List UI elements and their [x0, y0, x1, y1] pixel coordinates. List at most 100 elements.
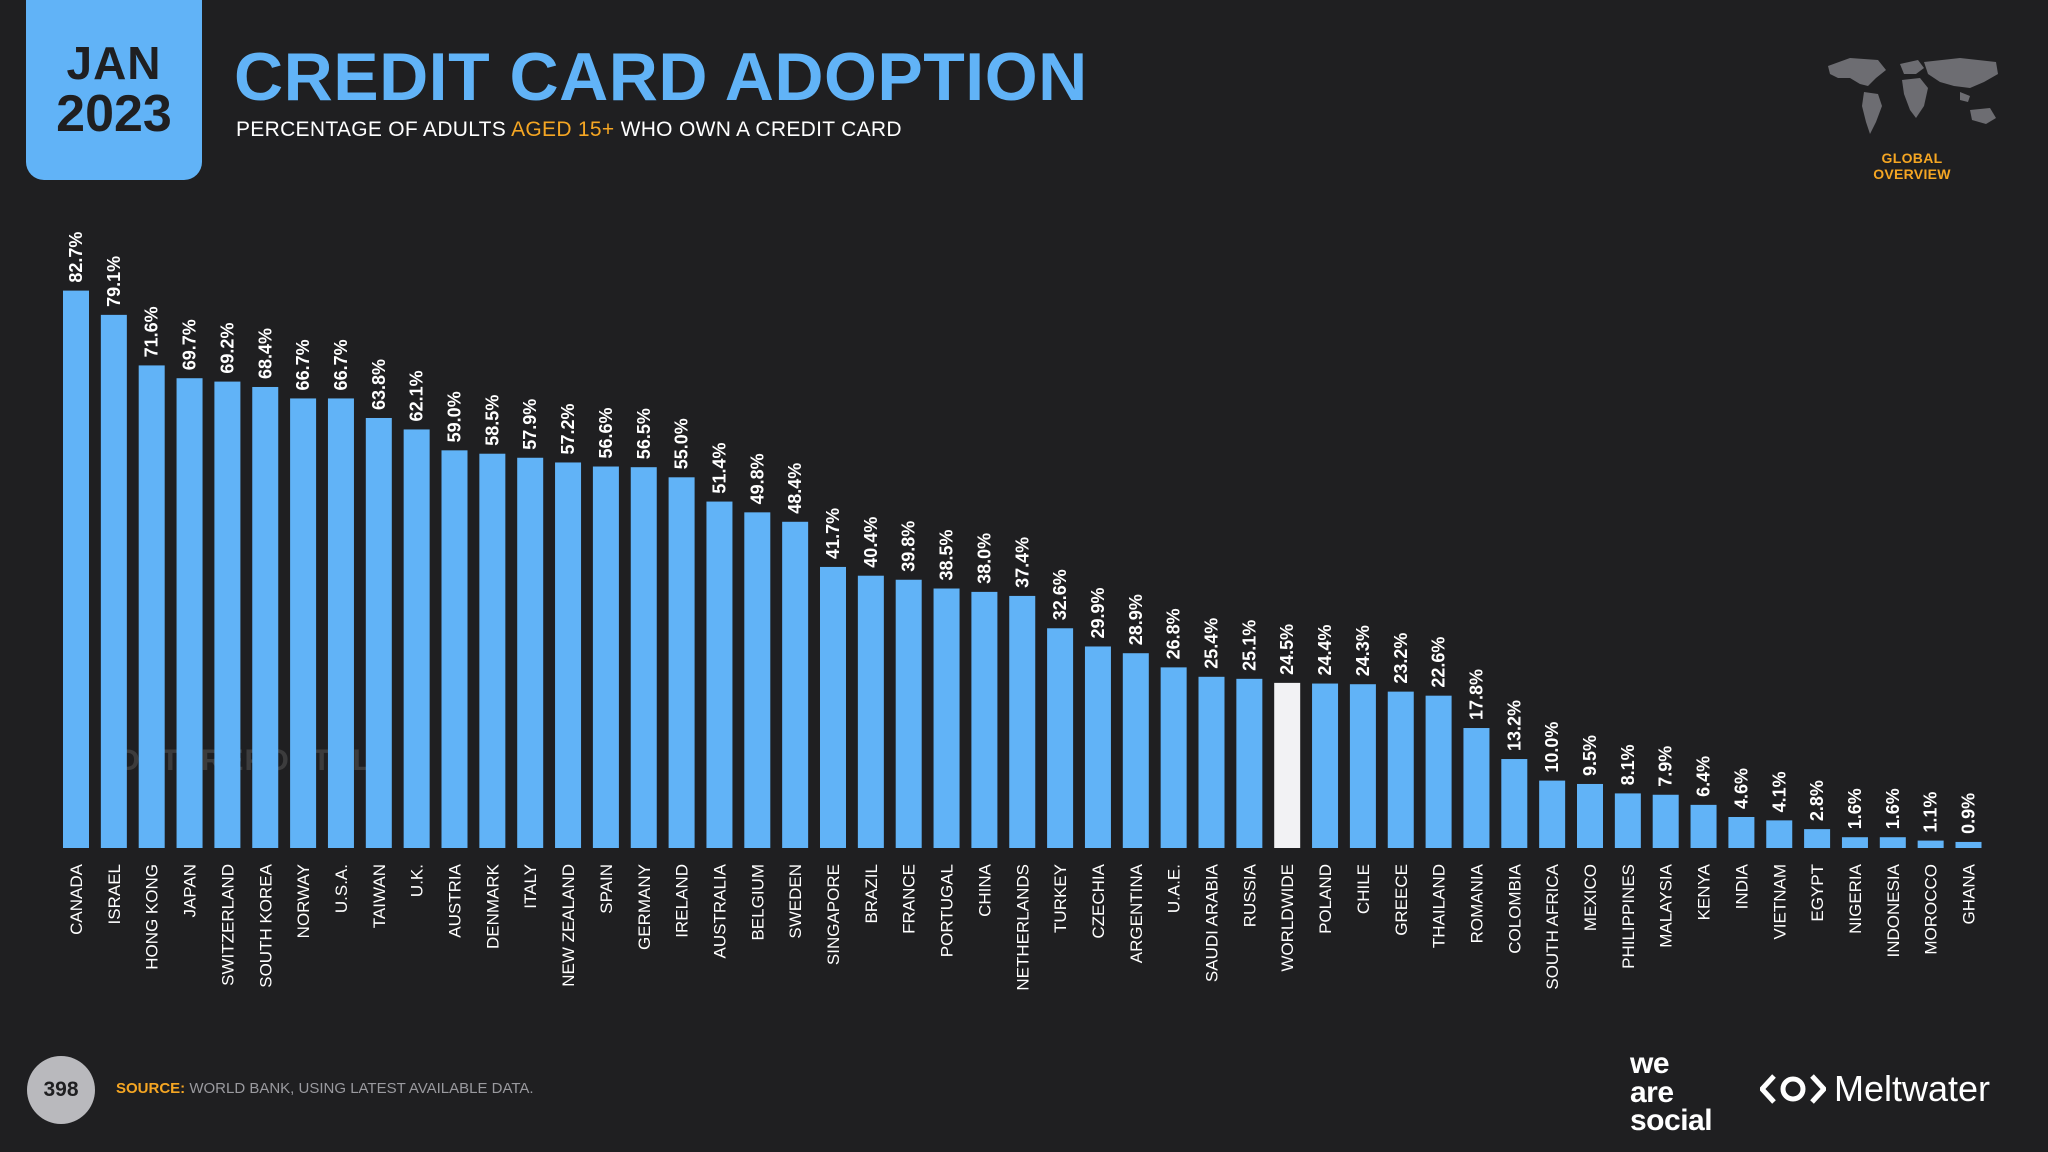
bar-israel [100, 314, 127, 849]
bar-u-a-e [1160, 667, 1187, 848]
value-label-u-a-e: 26.8% [1164, 608, 1184, 659]
category-label-malaysia: MALAYSIA [1657, 863, 1676, 947]
page-title: CREDIT CARD ADOPTION [234, 39, 1088, 115]
bar-canada [63, 290, 89, 848]
category-label-australia: AUSTRALIA [710, 863, 729, 958]
category-label-turkey: TURKEY [1051, 864, 1070, 933]
bar-u-s-a [327, 398, 354, 848]
bar-saudi-arabia [1198, 676, 1225, 848]
value-label-turkey: 32.6% [1050, 569, 1070, 620]
bar-taiwan [365, 417, 392, 848]
category-label-norway: NORWAY [294, 864, 313, 938]
bar-worldwide [1274, 682, 1301, 848]
date-year: 2023 [56, 85, 172, 143]
global-overview-label: GLOBAL OVERVIEW [1873, 150, 1951, 182]
bar-colombia [1501, 759, 1528, 848]
value-label-china: 38.0% [974, 533, 994, 584]
value-label-vietnam: 4.1% [1769, 771, 1789, 812]
category-label-sweden: SWEDEN [786, 864, 805, 939]
value-label-romania: 17.8% [1466, 669, 1486, 720]
page-subtitle: PERCENTAGE OF ADULTS AGED 15+ WHO OWN A … [236, 118, 902, 142]
bar-greece [1387, 691, 1414, 848]
bar-austria [441, 450, 468, 848]
value-label-netherlands: 37.4% [1012, 537, 1032, 588]
value-label-singapore: 41.7% [823, 508, 843, 559]
date-badge: JAN 2023 [26, 0, 202, 180]
value-label-denmark: 58.5% [482, 395, 502, 446]
value-label-sweden: 48.4% [785, 463, 805, 514]
category-label-japan: JAPAN [181, 864, 200, 918]
category-label-kenya: KENYA [1695, 863, 1714, 920]
category-label-italy: ITALY [521, 864, 540, 909]
value-label-philippines: 8.1% [1618, 744, 1638, 785]
category-label-austria: AUSTRIA [446, 863, 465, 937]
value-label-belgium: 49.8% [747, 453, 767, 504]
category-label-egypt: EGYPT [1808, 864, 1827, 922]
value-label-czechia: 29.9% [1088, 587, 1108, 638]
category-label-vietnam: VIETNAM [1770, 864, 1789, 940]
date-month: JAN [66, 37, 162, 89]
source-label: SOURCE: [116, 1080, 186, 1097]
value-label-russia: 25.1% [1239, 620, 1259, 671]
category-label-china: CHINA [975, 863, 994, 917]
bar-ireland [668, 477, 695, 848]
value-label-egypt: 2.8% [1807, 780, 1827, 821]
logo-we: we [1630, 1047, 1670, 1080]
category-label-france: FRANCE [900, 864, 919, 934]
bar-south-africa [1539, 780, 1566, 848]
value-label-ghana: 0.9% [1959, 793, 1979, 834]
category-label-netherlands: NETHERLANDS [1013, 864, 1032, 991]
bar-japan [176, 378, 203, 848]
category-label-chile: CHILE [1354, 864, 1373, 914]
bar-brazil [857, 575, 884, 848]
value-label-hong-kong: 71.6% [142, 306, 162, 357]
meltwater-logo: Meltwater [1760, 1068, 1990, 1110]
bar-australia [706, 501, 733, 848]
value-label-greece: 23.2% [1391, 633, 1411, 684]
category-label-czechia: CZECHIA [1089, 863, 1108, 938]
category-label-denmark: DENMARK [483, 863, 502, 949]
meltwater-icon [1760, 1074, 1826, 1104]
category-label-south-korea: SOUTH KOREA [256, 863, 275, 987]
category-label-u-k: U.K. [408, 864, 427, 897]
bar-chile [1349, 684, 1376, 848]
world-map-icon [1828, 58, 1998, 134]
category-label-germany: GERMANY [635, 864, 654, 950]
value-label-mexico: 9.5% [1580, 735, 1600, 776]
bar-china [971, 591, 998, 848]
bar-india [1728, 816, 1755, 848]
bar-philippines [1614, 793, 1641, 848]
subtitle-pre: PERCENTAGE OF ADULTS [236, 118, 512, 141]
bar-poland [1312, 683, 1339, 848]
value-label-malaysia: 7.9% [1656, 746, 1676, 787]
category-label-india: INDIA [1732, 863, 1751, 909]
value-label-kenya: 6.4% [1694, 756, 1714, 797]
category-label-singapore: SINGAPORE [824, 864, 843, 965]
bar-switzerland [214, 381, 241, 848]
page-number: 398 [27, 1056, 95, 1124]
bar-turkey [1047, 628, 1074, 848]
bar-new-zealand [555, 462, 582, 848]
value-label-new-zealand: 57.2% [558, 403, 578, 454]
value-label-nigeria: 1.6% [1845, 788, 1865, 829]
category-label-israel: ISRAEL [105, 864, 124, 924]
value-label-switzerland: 69.2% [217, 323, 237, 374]
value-label-austria: 59.0% [445, 391, 465, 442]
bar-indonesia [1879, 837, 1906, 848]
bar-singapore [820, 566, 846, 848]
bar-spain [592, 466, 619, 848]
value-label-ireland: 55.0% [672, 418, 692, 469]
bar-sweden [782, 521, 809, 848]
value-label-japan: 69.7% [180, 319, 200, 370]
value-label-norway: 66.7% [293, 339, 313, 390]
subtitle-post: WHO OWN A CREDIT CARD [614, 118, 902, 141]
value-label-colombia: 13.2% [1504, 700, 1524, 751]
bar-denmark [479, 453, 506, 848]
value-label-morocco: 1.1% [1921, 792, 1941, 833]
value-label-canada: 82.7% [66, 232, 86, 283]
bar-morocco [1917, 840, 1944, 848]
category-label-greece: GREECE [1392, 864, 1411, 936]
bar-hong-kong [138, 365, 165, 848]
category-label-new-zealand: NEW ZEALAND [559, 864, 578, 987]
bar-romania [1463, 728, 1490, 848]
